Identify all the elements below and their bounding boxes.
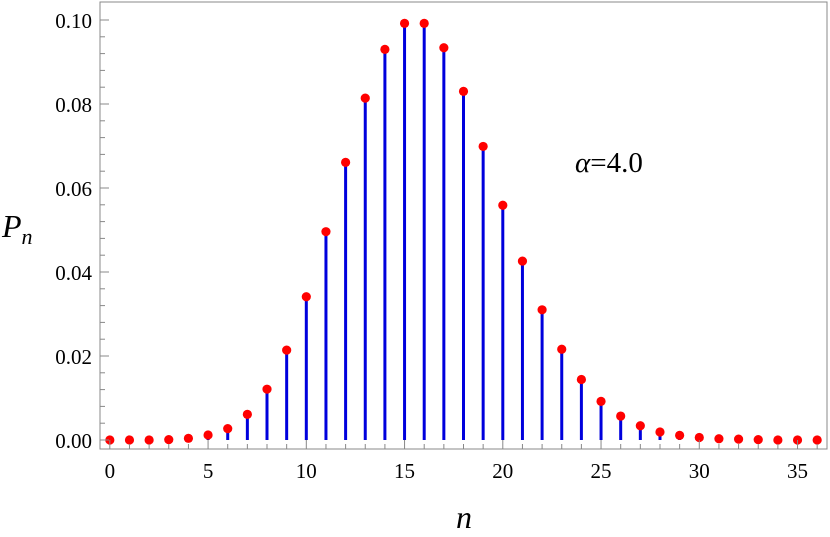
point-26 — [616, 411, 626, 421]
point-13 — [360, 93, 370, 103]
x-tick-label: 35 — [787, 459, 808, 483]
alpha-value: =4.0 — [590, 147, 643, 179]
point-5 — [203, 430, 213, 440]
x-axis-ticks: 0 5 10 15 20 25 30 35 — [105, 440, 818, 483]
y-axis-ticks: 0.00 0.02 0.04 0.06 0.08 0.10 — [55, 9, 109, 453]
point-19 — [478, 141, 488, 152]
point-3 — [164, 434, 174, 445]
point-32 — [733, 434, 744, 444]
x-tick-label: 20 — [492, 459, 513, 483]
point-17 — [439, 43, 449, 53]
point-4 — [183, 433, 194, 443]
point-21 — [517, 256, 528, 266]
point-8 — [262, 384, 272, 394]
y-tick-label: 0.08 — [55, 93, 92, 117]
point-11 — [321, 227, 331, 237]
point-20 — [498, 200, 508, 210]
point-31 — [714, 434, 724, 444]
y-tick-label: 0.00 — [55, 429, 92, 453]
point-23 — [557, 344, 567, 354]
alpha-symbol: α — [575, 147, 591, 179]
x-tick-label: 10 — [296, 459, 317, 483]
stems-group — [167, 23, 760, 440]
point-12 — [341, 157, 351, 167]
point-7 — [242, 409, 252, 419]
point-14 — [380, 44, 390, 55]
y-axis-title-main: P — [1, 208, 22, 244]
x-tick-label: 15 — [394, 459, 415, 483]
alpha-annotation: α=4.0 — [575, 147, 643, 179]
point-34 — [773, 435, 783, 445]
point-29 — [675, 430, 685, 440]
x-tick-label: 25 — [591, 459, 612, 483]
y-tick-label: 0.06 — [55, 177, 92, 201]
y-axis-title-subscript: n — [22, 224, 33, 249]
point-6 — [223, 424, 233, 434]
point-24 — [576, 374, 586, 385]
point-28 — [655, 427, 665, 437]
point-27 — [635, 421, 645, 431]
point-9 — [282, 345, 292, 355]
point-16 — [419, 18, 429, 28]
y-tick-label: 0.04 — [55, 261, 92, 285]
point-36 — [812, 435, 822, 445]
x-tick-label: 0 — [105, 459, 116, 483]
point-22 — [537, 305, 547, 315]
point-33 — [753, 434, 763, 445]
point-25 — [596, 396, 606, 406]
point-2 — [144, 435, 154, 445]
point-18 — [458, 86, 469, 96]
x-tick-label: 5 — [203, 459, 214, 483]
x-tick-label: 30 — [689, 459, 710, 483]
y-axis-title: Pn — [1, 208, 33, 249]
y-tick-label: 0.10 — [55, 9, 92, 33]
point-15 — [399, 18, 410, 28]
point-30 — [694, 432, 704, 443]
y-tick-label: 0.02 — [55, 345, 92, 369]
point-10 — [301, 292, 311, 302]
point-1 — [124, 435, 135, 445]
markers-group — [105, 18, 822, 445]
x-axis-title: n — [456, 499, 472, 535]
